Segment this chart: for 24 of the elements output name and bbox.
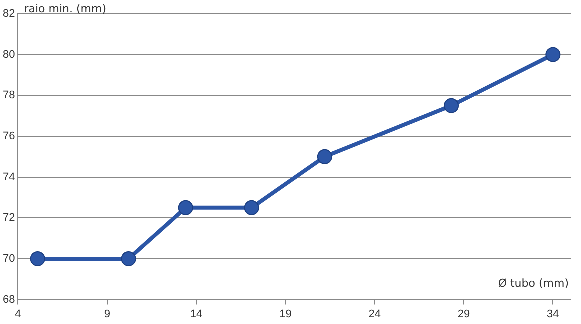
y-tick-label: 78 [2,90,16,102]
x-tick-label: 34 [547,308,560,320]
y-tick-label: 68 [2,294,16,306]
x-tick-label: 14 [190,308,203,320]
y-tick-label: 76 [2,130,16,143]
y-tick-label: 82 [2,8,16,20]
y-tick-label: 72 [2,212,16,224]
x-tick-label: 9 [104,308,110,320]
x-tick-label: 19 [280,308,292,320]
x-tick-label: 29 [458,308,470,320]
y-tick-label: 70 [2,253,16,266]
point [317,149,332,164]
y-axis-title: raio min. (mm) [24,2,107,16]
point [30,251,46,266]
point [244,200,260,216]
point [444,98,460,114]
point [178,200,194,216]
point [546,47,561,62]
x-axis-title: Ø tubo (mm) [498,277,569,290]
y-tick-label: 74 [2,171,16,184]
x-tick-label: 24 [368,308,381,320]
y-tick-label: 80 [2,48,16,61]
point [121,251,136,266]
x-tick-label: 4 [15,308,22,320]
